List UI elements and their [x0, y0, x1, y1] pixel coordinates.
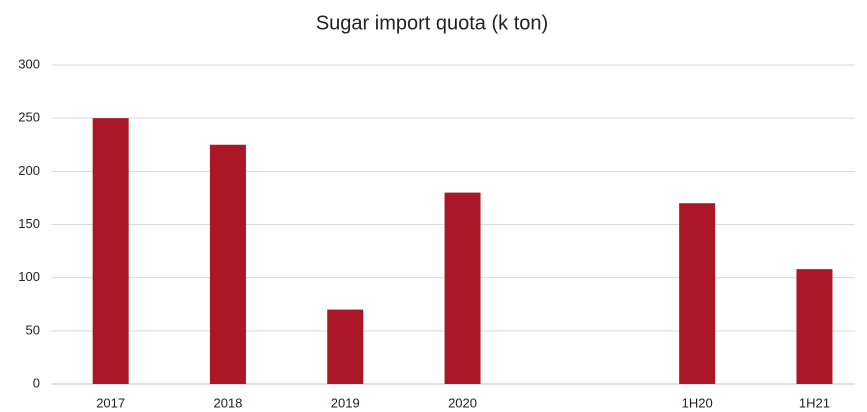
- bar: [209, 144, 246, 384]
- bar: [796, 269, 833, 384]
- y-tick-label: 150: [18, 216, 40, 231]
- x-tick-label: 1H20: [682, 395, 713, 410]
- bar: [327, 309, 364, 384]
- y-tick-label: 200: [18, 163, 40, 178]
- x-tick-label: 2020: [448, 395, 477, 410]
- bar: [679, 203, 716, 384]
- y-tick-label: 300: [18, 56, 40, 71]
- y-tick-label: 0: [33, 375, 40, 390]
- bar: [444, 192, 481, 384]
- y-tick-label: 100: [18, 269, 40, 284]
- y-tick-label: 50: [26, 322, 40, 337]
- bar: [92, 118, 129, 385]
- x-tick-label: 2017: [96, 395, 125, 410]
- x-tick-label: 2018: [213, 395, 242, 410]
- chart-title: Sugar import quota (k ton): [316, 12, 548, 34]
- x-tick-label: 1H21: [799, 395, 830, 410]
- x-tick-label: 2019: [331, 395, 360, 410]
- y-tick-label: 250: [18, 110, 40, 125]
